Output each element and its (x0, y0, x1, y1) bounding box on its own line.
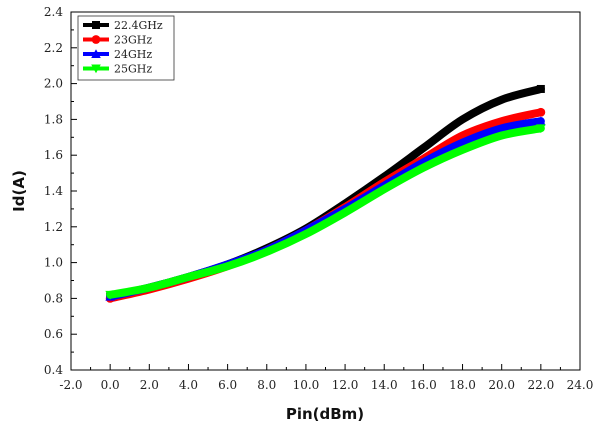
legend-marker (91, 49, 101, 58)
x-axis-ticks: -2.0 0.0 2.0 4.0 6.0 8.0 10.0 12.0 14.0 16.0 18.0 2… (59, 364, 593, 392)
x-tick-label: -2.0 (59, 378, 82, 392)
x-tick-label: 20.0 (488, 378, 515, 392)
x-tick-label: 14.0 (371, 378, 398, 392)
y-tick-label: 1.4 (44, 184, 63, 198)
x-tick-label: 6.0 (218, 378, 237, 392)
x-tick-label: 24.0 (567, 378, 594, 392)
y-tick-label: 2.0 (44, 77, 63, 91)
y-tick-label: 0.8 (44, 291, 63, 305)
legend-label: 25GHz (114, 63, 152, 76)
y-tick-label: 0.6 (44, 327, 63, 341)
series-point (536, 107, 546, 117)
x-tick-label: 16.0 (410, 378, 437, 392)
series-line (106, 124, 545, 299)
y-tick-label: 0.4 (44, 363, 63, 377)
series-point (536, 84, 545, 93)
x-tick-label: 8.0 (257, 378, 276, 392)
y-tick-label: 1.0 (44, 256, 63, 270)
legend-label: 23GHz (114, 34, 152, 47)
y-tick-label: 1.8 (44, 112, 63, 126)
x-tick-label: 4.0 (179, 378, 198, 392)
x-tick-label: 22.0 (527, 378, 554, 392)
y-tick-label: 1.2 (44, 220, 63, 234)
y-tick-label: 1.6 (44, 148, 63, 162)
x-tick-label: 10.0 (293, 378, 320, 392)
x-tick-label: 2.0 (140, 378, 159, 392)
legend-marker (91, 35, 101, 44)
legend-label: 22.4GHz (114, 19, 163, 32)
legend-marker (92, 21, 100, 29)
y-axis-title: Id(A) (10, 170, 28, 212)
x-tick-label: 18.0 (449, 378, 476, 392)
x-tick-label: 12.0 (332, 378, 359, 392)
legend-label: 24GHz (114, 48, 152, 61)
y-axis-ticks: 0.4 0.6 0.8 1.0 1.2 1.4 1.6 1.8 2.0 2.2 2.4 (44, 5, 77, 377)
x-tick-label: 0.0 (101, 378, 120, 392)
y-tick-label: 2.2 (44, 41, 63, 55)
series-point (536, 124, 546, 134)
y-tick-label: 2.4 (44, 5, 63, 19)
legend-marker (91, 64, 101, 74)
x-axis-title: Pin(dBm) (286, 405, 364, 423)
series-point (536, 116, 546, 126)
series-lines (105, 84, 546, 303)
series-point (105, 290, 115, 300)
